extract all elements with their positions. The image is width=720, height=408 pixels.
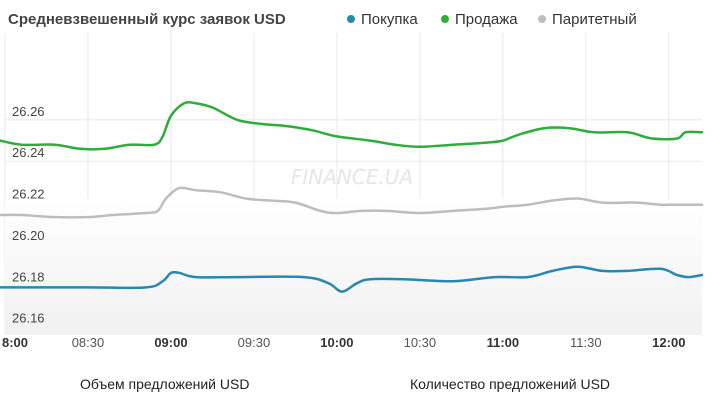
legend-item-sale[interactable]: Продажа: [441, 11, 518, 28]
legend-label-purchase: Покупка: [361, 11, 418, 28]
legend-marker-parity: [538, 15, 546, 23]
volume-offers-tab[interactable]: Объем предложений USD: [80, 376, 250, 392]
x-tick-label: 11:30: [570, 335, 602, 350]
watermark-text: FINANCE.UA: [291, 165, 413, 189]
y-tick-label: 26.20: [12, 228, 45, 243]
legend: Покупка Продажа Паритетный: [347, 11, 637, 28]
x-tick-label: 09:30: [238, 335, 271, 350]
chart-title: Средневзвешенный курс заявок USD: [8, 11, 286, 28]
count-offers-tab[interactable]: Количество предложений USD: [410, 376, 611, 392]
legend-label-parity: Паритетный: [552, 11, 637, 28]
legend-item-purchase[interactable]: Покупка: [347, 11, 418, 28]
legend-marker-sale: [441, 15, 449, 23]
legend-marker-purchase: [347, 15, 355, 23]
series-line-sale[interactable]: [0, 100, 704, 151]
y-tick-label: 26.26: [12, 104, 45, 119]
series-line-purchase[interactable]: [0, 265, 704, 293]
y-tick-label: 26.18: [12, 269, 45, 284]
series-line-parity[interactable]: [0, 186, 704, 219]
x-tick-label: 12:00: [652, 335, 685, 350]
y-tick-label: 26.22: [12, 187, 45, 202]
x-tick-label: 11:00: [487, 335, 520, 350]
x-tick-label: 10:30: [404, 335, 437, 350]
y-tick-label: 26.24: [12, 145, 45, 160]
x-tick-label: 09:00: [154, 335, 187, 350]
x-tick-label: 08:30: [72, 335, 105, 350]
plot-background-band: [5, 198, 702, 335]
x-tick-label: 8:00: [2, 335, 28, 350]
x-tick-label: 10:00: [320, 335, 353, 350]
legend-item-parity[interactable]: Паритетный: [538, 11, 637, 28]
y-tick-label: 26.16: [12, 311, 45, 326]
legend-label-sale: Продажа: [455, 11, 518, 28]
